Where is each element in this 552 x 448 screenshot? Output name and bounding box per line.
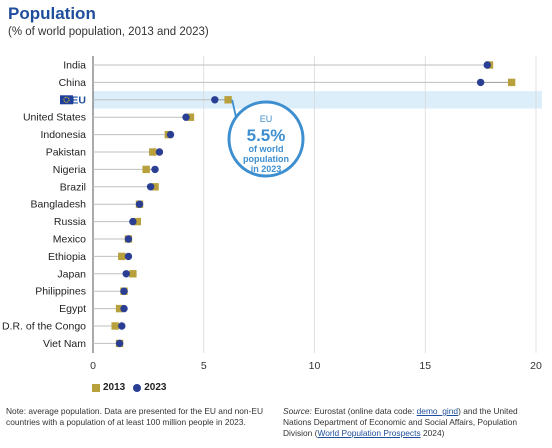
marker-2013-russia bbox=[133, 217, 141, 226]
source-text-2: ) and the United Nations Department of E… bbox=[283, 406, 518, 438]
marker-2013-ethiopia bbox=[118, 252, 126, 261]
callout-text-4: population bbox=[243, 154, 289, 164]
marker-2023-united-states bbox=[182, 113, 190, 121]
source-link-demo-gind[interactable]: demo_gind bbox=[416, 406, 459, 416]
legend-swatch-2023 bbox=[133, 383, 142, 392]
marker-2023-viet-nam bbox=[115, 339, 124, 348]
eu-flag-field bbox=[60, 95, 73, 105]
chart-subtitle: (% of world population, 2013 and 2023) bbox=[8, 26, 209, 38]
marker-2013-nigeria bbox=[142, 165, 150, 174]
chart-title: Population bbox=[8, 4, 96, 23]
callout-pointer bbox=[231, 99, 237, 118]
category-label-indonesia: Indonesia bbox=[40, 129, 86, 141]
marker-2013-china bbox=[507, 78, 516, 87]
marker-2023-bangladesh bbox=[135, 200, 144, 208]
category-label-pakistan: Pakistan bbox=[46, 147, 86, 159]
category-label-nigeria: Nigeria bbox=[53, 164, 86, 176]
source-text-3: 2024) bbox=[420, 428, 445, 438]
category-label-viet-nam: Viet Nam bbox=[43, 338, 86, 350]
category-label-eu: EU bbox=[71, 94, 86, 106]
marker-2023-eu bbox=[211, 96, 219, 104]
marker-2023-philippines bbox=[120, 287, 128, 295]
marker-2023-ethiopia bbox=[124, 252, 133, 261]
eu-flag-stars bbox=[63, 96, 70, 103]
x-tick-label-10: 10 bbox=[309, 360, 321, 372]
callout-bubble bbox=[227, 100, 305, 178]
marker-2023-d-r-of-the-congo bbox=[118, 322, 126, 330]
marker-2013-brazil bbox=[151, 183, 159, 191]
x-tick-label-5: 5 bbox=[201, 360, 207, 372]
category-label-egypt: Egypt bbox=[59, 303, 86, 315]
marker-2023-brazil bbox=[146, 183, 155, 191]
marker-2023-china bbox=[476, 78, 485, 87]
population-dot-chart: 0 5 10 15 20 India China EU United States Indones… bbox=[2, 56, 542, 372]
marker-2023-russia bbox=[129, 217, 137, 226]
marker-2023-pakistan bbox=[155, 148, 164, 156]
chart-source: Source: Eurostat (online data code: demo… bbox=[283, 406, 545, 439]
legend-label-2023: 2023 bbox=[144, 382, 167, 393]
marker-2013-united-states bbox=[186, 113, 195, 121]
marker-2013-d-r-of-the-congo bbox=[111, 322, 119, 330]
callout-text-1: EU bbox=[260, 114, 273, 124]
legend-swatch-2013 bbox=[92, 383, 100, 392]
category-label-d-r-of-the-congo: D.R. of the Congo bbox=[2, 321, 86, 333]
x-tick-label-20: 20 bbox=[530, 360, 542, 372]
source-link-world-population-prospects[interactable]: World Population Prospects bbox=[317, 428, 421, 438]
marker-2023-japan bbox=[122, 270, 130, 278]
marker-2013-pakistan bbox=[149, 148, 157, 156]
highlight-band-eu bbox=[93, 91, 542, 109]
category-label-china: China bbox=[59, 77, 87, 89]
category-label-bangladesh: Bangladesh bbox=[31, 199, 87, 211]
marker-2023-egypt bbox=[120, 304, 128, 313]
category-label-mexico: Mexico bbox=[53, 234, 86, 246]
marker-2023-indonesia bbox=[166, 130, 175, 139]
category-label-united-states: United States bbox=[23, 112, 86, 124]
legend-label-2013: 2013 bbox=[103, 382, 126, 393]
marker-2023-nigeria bbox=[151, 165, 159, 174]
callout-text-5: in 2023 bbox=[251, 164, 282, 174]
category-label-brazil: Brazil bbox=[60, 181, 86, 193]
category-label-russia: Russia bbox=[54, 216, 86, 228]
x-tick-label-0: 0 bbox=[90, 360, 96, 372]
callout-text-2: 5.5% bbox=[247, 126, 286, 145]
x-tick-label-15: 15 bbox=[419, 360, 431, 372]
chart-note: Note: average population. Data are prese… bbox=[6, 406, 263, 427]
category-label-japan: Japan bbox=[57, 268, 86, 280]
source-label: Source: bbox=[283, 406, 312, 416]
callout-text-3: of world bbox=[249, 144, 284, 154]
category-label-india: India bbox=[63, 60, 86, 72]
marker-2023-mexico bbox=[124, 235, 133, 243]
legend: 2013 2023 bbox=[92, 382, 167, 393]
source-text-1: Eurostat (online data code: bbox=[311, 406, 417, 416]
marker-2013-japan bbox=[129, 270, 137, 278]
marker-2023-india bbox=[483, 61, 491, 69]
marker-2013-egypt bbox=[115, 304, 124, 313]
eu-flag-icon bbox=[60, 95, 73, 105]
marker-2013-eu bbox=[224, 96, 232, 104]
category-label-philippines: Philippines bbox=[35, 286, 86, 298]
category-label-ethiopia: Ethiopia bbox=[48, 251, 86, 263]
